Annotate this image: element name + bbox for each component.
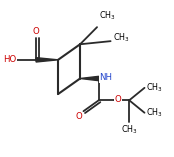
Text: CH$_3$: CH$_3$ [113,32,130,44]
Text: CH$_3$: CH$_3$ [99,10,116,22]
Text: NH: NH [100,73,113,82]
Text: CH$_3$: CH$_3$ [146,106,163,119]
Text: CH$_3$: CH$_3$ [121,124,138,136]
Polygon shape [36,58,58,62]
Text: O: O [33,27,39,36]
Text: O: O [115,95,122,104]
Text: HO: HO [3,55,17,64]
Text: CH$_3$: CH$_3$ [146,82,163,94]
Polygon shape [80,76,99,81]
Text: O: O [76,112,83,121]
